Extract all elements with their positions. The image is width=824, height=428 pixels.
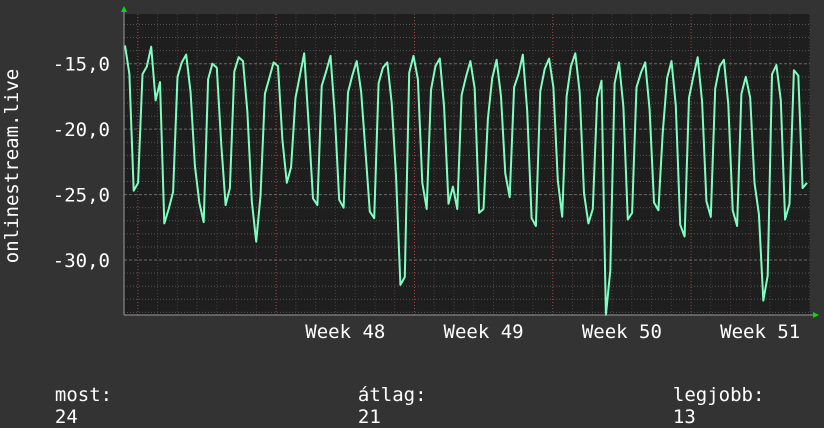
summary-average-label: átlag: — [357, 384, 427, 406]
summary-now: most: 24 — [32, 362, 112, 428]
plot-area — [124, 14, 810, 315]
y-tick-label: -15,0 — [53, 54, 110, 76]
summary-average-value: 21 — [357, 406, 381, 428]
x-tick-label: Week 50 — [582, 321, 662, 343]
y-tick-label: -25,0 — [53, 185, 110, 207]
x-tick-label: Week 51 — [720, 321, 800, 343]
summary-best-value: 13 — [672, 406, 696, 428]
summary-best: legjobb: 13 — [650, 362, 765, 428]
summary-now-label: most: — [54, 384, 113, 406]
y-axis-ticks: -15,0 -20,0 -25,0 -30,0 — [53, 54, 110, 272]
y-axis-label: onlinestream.live — [1, 69, 23, 263]
summary-average: átlag: 21 — [335, 362, 427, 428]
y-tick-label: -20,0 — [53, 119, 110, 141]
y-tick-label: -30,0 — [53, 250, 110, 272]
x-axis-arrow — [813, 312, 819, 318]
series-line — [124, 45, 808, 316]
x-tick-label: Week 48 — [305, 321, 385, 343]
x-axis-ticks: Week 48 Week 49 Week 50 Week 51 — [305, 321, 800, 343]
chart: Week 48 Week 49 Week 50 Week 51 -15,0-20,0-… — [1, 6, 819, 343]
y-axis-arrow — [121, 6, 127, 12]
x-tick-label: Week 49 — [444, 321, 524, 343]
summary-now-value: 24 — [54, 406, 78, 428]
summary-best-label: legjobb: — [672, 384, 765, 406]
